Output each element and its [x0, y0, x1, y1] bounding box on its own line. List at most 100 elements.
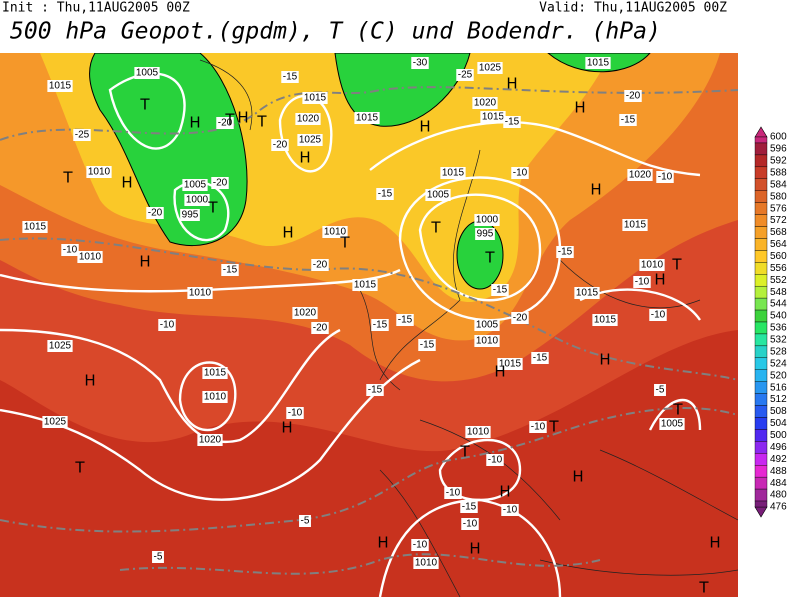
label-text: 1025	[299, 135, 322, 146]
map-label: -10	[511, 167, 529, 179]
label-box	[371, 319, 389, 331]
colorbar-label: 488	[770, 466, 787, 477]
label-box	[491, 284, 509, 296]
map-label: 1010	[77, 251, 103, 263]
pressure-center: T	[548, 418, 559, 436]
pressure-center: H	[494, 363, 505, 381]
label-box	[61, 244, 79, 256]
label-text: -20	[273, 140, 288, 151]
colorbar-label: 512	[770, 394, 787, 405]
map-label: 1015	[22, 221, 48, 233]
pressure-center: H	[506, 75, 517, 93]
colorbar-label: 568	[770, 227, 787, 238]
label-text: -15	[505, 117, 520, 128]
map-label: 1020	[627, 169, 653, 181]
label-text: 1010	[324, 227, 347, 238]
map-label: 1010	[86, 166, 112, 178]
colorbar-label: 560	[770, 251, 787, 262]
colorbar-swatch	[754, 357, 768, 370]
label-text: -15	[368, 385, 383, 396]
label-box	[529, 421, 547, 433]
label-text: -5	[154, 552, 163, 563]
colorbar-label: 556	[770, 263, 787, 274]
map-label: -20	[311, 322, 329, 334]
label-box	[474, 214, 500, 226]
pressure-center: H	[139, 253, 150, 271]
colorbar-label: 476	[770, 502, 787, 513]
label-box	[202, 367, 228, 379]
label-text: 1000	[476, 215, 499, 226]
label-text: 1005	[427, 190, 450, 201]
label-text: 1010	[88, 167, 111, 178]
label-box	[354, 112, 380, 124]
colorbar-label: 588	[770, 167, 787, 178]
label-box	[465, 426, 491, 438]
pressure-center: T	[459, 443, 470, 461]
label-box	[146, 207, 164, 219]
label-text: 1005	[476, 320, 499, 331]
colorbar-swatch	[754, 262, 768, 275]
colorbar-label: 532	[770, 335, 787, 346]
map-title: 500 hPa Geopot.(gpdm), T (C) und Bodendr…	[10, 19, 661, 45]
pressure-center: H	[84, 372, 95, 390]
label-box	[47, 80, 73, 92]
pressure-center: H	[469, 540, 480, 558]
label-box	[444, 487, 462, 499]
label-text: 1010	[641, 260, 664, 271]
pressure-center: T	[62, 169, 73, 187]
label-text: -30	[413, 58, 428, 69]
pressure-center: H	[237, 109, 248, 127]
map-label: 1005	[425, 189, 451, 201]
map-label: -10	[286, 407, 304, 419]
colorbar-swatch	[754, 226, 768, 239]
label-text: 1015	[442, 168, 465, 179]
label-text: 1015	[354, 280, 377, 291]
map-label: -15	[371, 319, 389, 331]
label-box	[477, 62, 503, 74]
label-box	[592, 314, 618, 326]
colorbar-swatch	[754, 154, 768, 168]
colorbar-swatch	[754, 178, 768, 191]
map-label: 1010	[322, 226, 348, 238]
label-box	[501, 504, 519, 516]
label-text: 1015	[482, 112, 505, 123]
map-label: 1015	[480, 111, 506, 123]
colorbar-swatch	[754, 238, 768, 251]
colorbar-label: 596	[770, 144, 787, 155]
label-box	[474, 319, 500, 331]
label-box	[654, 384, 666, 396]
colorbar-swatch	[754, 309, 768, 323]
colorbar-label: 600	[770, 132, 787, 143]
map-label: 995	[180, 209, 200, 221]
valid-time: Valid: Thu,11AUG2005 00Z	[539, 1, 727, 16]
colorbar-label: 520	[770, 370, 787, 381]
label-box	[531, 352, 549, 364]
label-box	[86, 166, 112, 178]
label-box	[413, 557, 439, 569]
colorbar-swatch	[754, 488, 768, 502]
label-text: 1010	[204, 392, 227, 403]
label-box	[202, 391, 228, 403]
pressure-center: H	[709, 534, 720, 552]
label-text: 1015	[576, 288, 599, 299]
map-label: 1005	[134, 67, 160, 79]
label-box	[619, 114, 637, 126]
label-text: 1015	[356, 113, 379, 124]
label-box	[286, 407, 304, 419]
map-label: -15	[366, 384, 384, 396]
map-label: -10	[633, 276, 651, 288]
label-text: 1010	[79, 252, 102, 263]
label-box	[221, 264, 239, 276]
map-label: 1015	[440, 167, 466, 179]
pressure-center: T	[430, 219, 441, 237]
label-text: 1010	[415, 558, 438, 569]
pressure-center: H	[121, 174, 132, 192]
colorbar-label: 576	[770, 203, 787, 214]
label-text: -15	[462, 502, 477, 513]
label-text: -10	[413, 540, 428, 551]
colorbar-label: 508	[770, 406, 787, 417]
map-label: 1015	[574, 287, 600, 299]
map-label: 1025	[47, 340, 73, 352]
